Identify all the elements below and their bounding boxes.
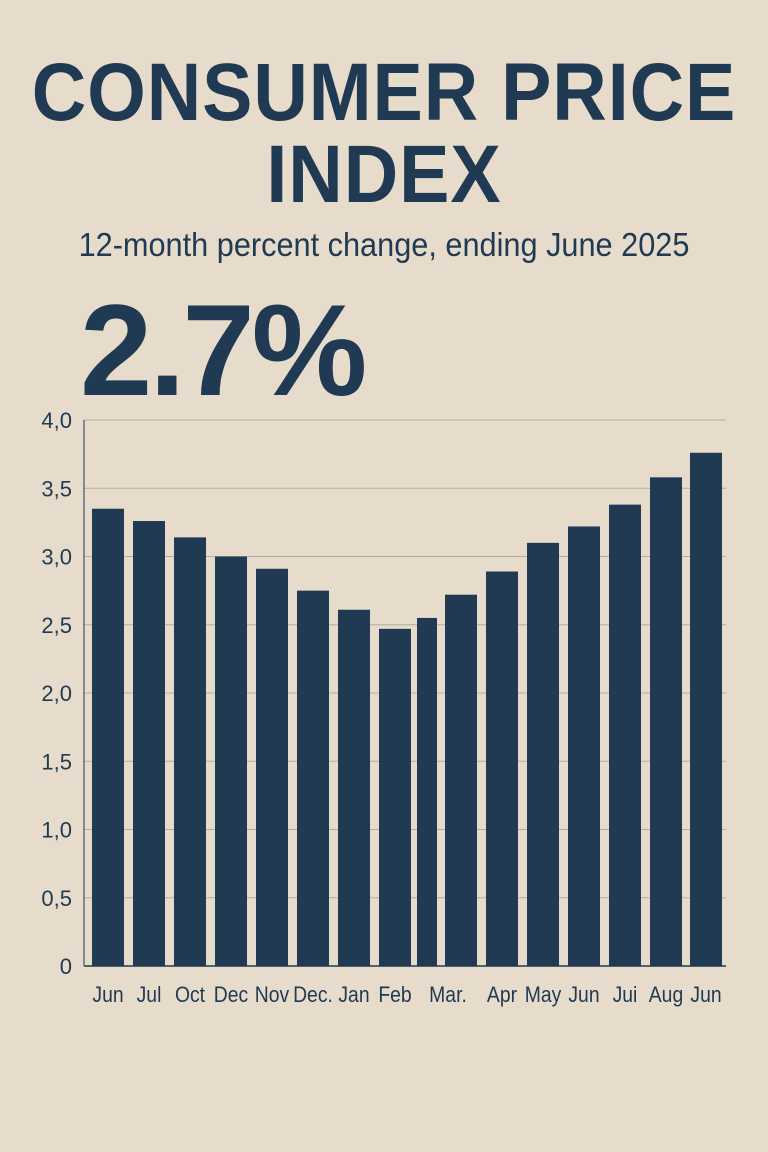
- bar-aug: [650, 477, 682, 966]
- bar-jun: [568, 526, 600, 966]
- bar-nov: [256, 568, 288, 966]
- chart-title: CONSUMER PRICE INDEX: [31, 47, 737, 220]
- bar-unlabeled: [417, 617, 437, 966]
- bar-jul: [133, 521, 165, 966]
- bar-jun: [92, 508, 124, 966]
- x-tick-label: Nov: [255, 983, 290, 1007]
- y-tick-label: 1,0: [41, 818, 72, 843]
- y-tick-label: 2,0: [41, 681, 72, 706]
- y-tick-label: 4,0: [41, 408, 72, 433]
- x-tick-label: Jun: [568, 983, 599, 1007]
- headline-value: 2.7%: [80, 277, 367, 423]
- x-tick-label: Oct: [175, 983, 205, 1007]
- bar-jun: [690, 452, 722, 966]
- y-tick-label: 1,5: [41, 749, 72, 774]
- x-tick-label: Jui: [613, 983, 638, 1007]
- bar-jan: [338, 609, 370, 966]
- bar-oct: [174, 537, 206, 966]
- y-tick-label: 3,0: [41, 545, 72, 570]
- x-tick-label: Feb: [378, 983, 411, 1007]
- bar-mar: [445, 594, 477, 966]
- x-tick-label: Jun: [690, 983, 721, 1007]
- x-tick-label: Jan: [338, 983, 369, 1007]
- x-tick-label: Mar.: [429, 983, 467, 1007]
- y-tick-label: 0: [60, 954, 72, 979]
- x-tick-label: Aug: [649, 983, 683, 1007]
- bar-feb: [379, 628, 411, 966]
- x-tick-label: Jun: [92, 983, 123, 1007]
- bar-dec: [215, 556, 247, 966]
- y-tick-label: 0,5: [41, 886, 72, 911]
- bar-apr: [486, 571, 518, 966]
- x-tick-label: May: [525, 983, 562, 1007]
- bar-may: [527, 542, 559, 966]
- chart-subtitle: 12-month percent change, ending June 202…: [78, 226, 690, 263]
- x-tick-label: Apr: [487, 983, 517, 1007]
- x-tick-label: Dec.: [293, 983, 333, 1007]
- y-tick-label: 3,5: [41, 476, 72, 501]
- y-tick-label: 2,5: [41, 613, 72, 638]
- bar-jui: [609, 504, 641, 966]
- x-tick-label: Jul: [137, 983, 162, 1007]
- x-tick-label: Dec: [214, 983, 248, 1007]
- bar-dec: [297, 590, 329, 966]
